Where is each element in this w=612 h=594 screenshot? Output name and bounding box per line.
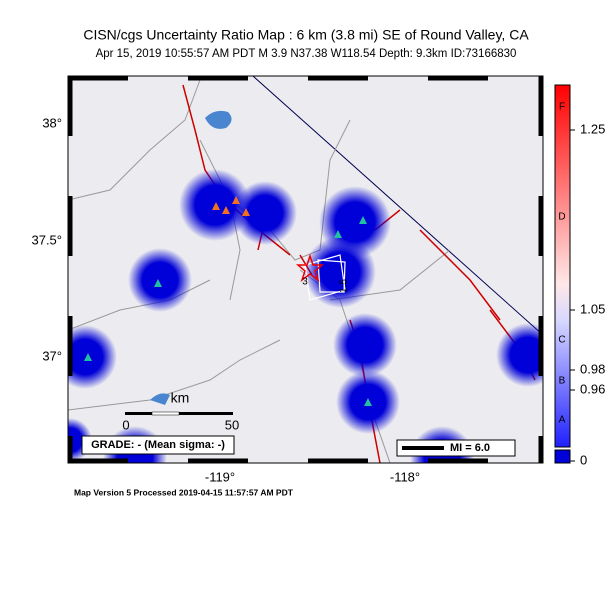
scale-bar: km 0 50 [122,390,239,433]
colorbar-grade: D [558,212,565,223]
map-frame [67,75,544,464]
title: CISN/cgs Uncertainty Ratio Map : 6 km (3… [83,27,529,43]
contour-label: 1.5 [339,279,350,293]
grade-text: GRADE: - (Mean sigma: -) [91,439,225,451]
scale-start: 0 [122,417,129,432]
lat-label: 37° [42,348,62,363]
epicenter [295,253,325,283]
colorbar-grade: B [559,376,566,387]
lat-label: 38° [42,115,62,130]
lat-label: 37.5° [31,232,62,247]
colorbar-tick: 0 [580,452,587,467]
scale-unit: km [171,390,190,406]
legend-text: MI = 6.0 [450,442,490,454]
contour-label: 3 [302,277,308,288]
map [68,76,543,463]
scale-end: 50 [225,417,239,432]
legend-box [396,439,516,457]
colorbar: 1.25 1.05 0.98 0.96 0 F D C B A [554,84,605,467]
colorbar-tick: 1.05 [580,301,605,316]
uncertainty-areas [68,169,543,463]
footer: Map Version 5 Processed 2019-04-15 11:57… [74,487,294,497]
colorbar-grade: A [559,415,566,426]
colorbar-grade: F [559,102,565,113]
lon-label: -119° [205,469,235,484]
grade-box [81,435,235,455]
colorbar-grade: C [558,335,565,346]
colorbar-tick: 0.96 [580,381,605,396]
colorbar-tick: 0.98 [580,361,605,376]
colorbar-tick: 1.25 [580,121,605,136]
subtitle: Apr 15, 2019 10:55:57 AM PDT M 3.9 N37.3… [96,48,517,60]
lon-label: -118° [390,469,420,484]
